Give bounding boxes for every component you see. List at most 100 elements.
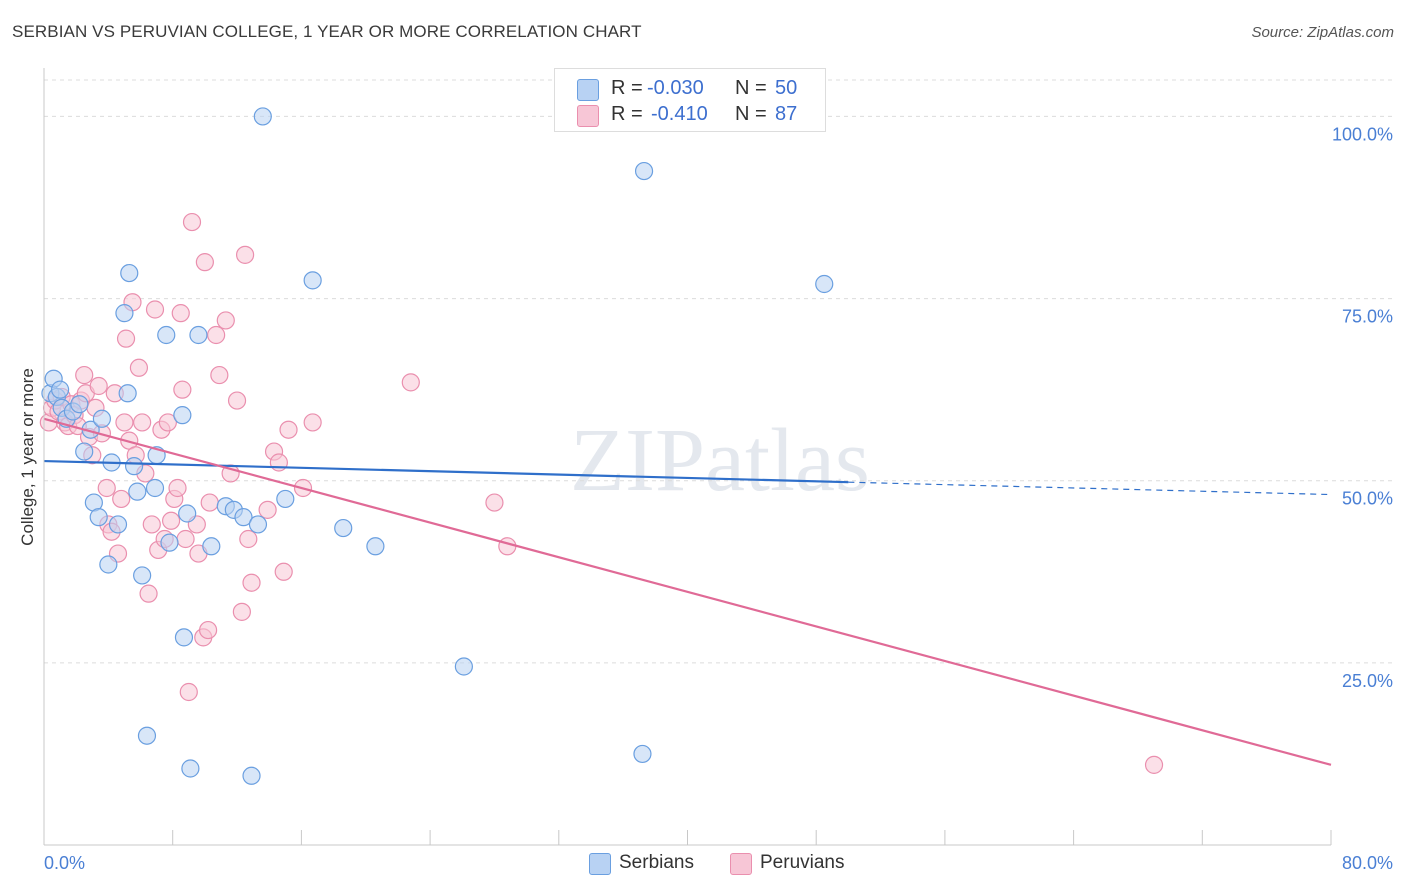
serbian-point xyxy=(242,766,261,785)
serbian-trend-line xyxy=(43,459,849,484)
serbian-point xyxy=(276,489,295,509)
chart-title: SERBIAN VS PERUVIAN COLLEGE, 1 YEAR OR M… xyxy=(12,22,642,41)
n-value: 50 xyxy=(775,77,798,99)
y-tick-label: 100.0% xyxy=(1332,124,1393,144)
source-label: Source: ZipAtlas.com xyxy=(1251,24,1394,41)
peruvian-point xyxy=(176,529,195,549)
peruvian-point xyxy=(173,380,192,399)
serbian-point xyxy=(634,161,654,181)
serbian-point xyxy=(189,325,208,345)
peruvian-point xyxy=(239,529,258,549)
legend-label-serbians: Serbians xyxy=(619,852,694,873)
peruvian-point xyxy=(401,373,420,392)
serbian-point xyxy=(248,515,268,534)
stats-legend-box: R = -0.030 N = 50 R = -0.410 N = 87 xyxy=(554,68,826,132)
peruvian-point xyxy=(274,562,293,581)
serbian-point xyxy=(120,263,139,283)
peruvian-point xyxy=(242,573,261,592)
peruvian-point xyxy=(195,253,214,272)
peruvian-point xyxy=(129,358,149,377)
peruvian-point xyxy=(112,489,131,509)
serbian-point xyxy=(75,442,94,461)
peruvian-trend-line xyxy=(43,417,1332,766)
serbians-swatch xyxy=(577,79,599,101)
y-tick-label: 75.0% xyxy=(1342,307,1393,327)
serbian-point xyxy=(145,478,165,498)
serbian-point xyxy=(137,726,157,745)
peruvian-point xyxy=(89,376,108,396)
serbian-point xyxy=(70,395,89,414)
r-label: R = xyxy=(611,77,643,99)
serbian-point xyxy=(234,508,253,527)
serbian-point xyxy=(118,384,137,403)
peruvian-point xyxy=(279,420,298,439)
serbian-point xyxy=(181,759,200,778)
serbian-point xyxy=(253,107,272,126)
serbian-point xyxy=(133,566,152,585)
serbian-point xyxy=(108,515,128,534)
peruvian-point xyxy=(158,413,177,432)
peruvian-point xyxy=(182,212,202,232)
peruvian-point xyxy=(227,391,247,410)
peruvian-point xyxy=(142,515,161,534)
y-tick-label: 25.0% xyxy=(1342,671,1393,691)
y-tick-label: 50.0% xyxy=(1342,489,1393,509)
serbian-point xyxy=(633,744,652,764)
serbian-point xyxy=(157,325,176,345)
n-label: N = xyxy=(735,103,767,125)
serbian-point xyxy=(178,504,197,523)
peruvian-point xyxy=(1144,755,1164,774)
serbian-point xyxy=(115,304,134,323)
peruvian-point xyxy=(210,365,229,385)
serbian-point xyxy=(128,482,147,501)
serbian-point xyxy=(92,409,112,428)
peruvian-point xyxy=(133,413,152,432)
peruvian-point xyxy=(75,365,94,385)
r-label: R = xyxy=(611,103,643,125)
serbian-point xyxy=(334,518,353,538)
serbian-point xyxy=(454,657,473,676)
peruvian-point xyxy=(200,493,219,512)
peruvian-point xyxy=(235,245,255,264)
peruvian-point xyxy=(179,682,198,702)
serbian-point xyxy=(99,555,118,574)
serbian-point xyxy=(160,533,179,552)
serbian-point xyxy=(50,380,70,399)
peruvian-point xyxy=(116,329,136,348)
serbians-legend-swatch xyxy=(589,853,611,875)
r-value: -0.030 xyxy=(647,77,704,99)
peruvian-point xyxy=(161,511,181,530)
r-value: -0.410 xyxy=(651,103,708,125)
serbian-trend-extension xyxy=(848,481,1332,496)
peruvian-point xyxy=(216,311,235,330)
serbian-point xyxy=(815,274,834,294)
peruvian-point xyxy=(198,620,218,640)
serbian-point xyxy=(124,457,144,476)
legend-label-peruvians: Peruvians xyxy=(760,852,845,873)
peruvian-point xyxy=(145,300,165,319)
serbian-point xyxy=(202,537,221,556)
peruvian-point xyxy=(485,493,504,512)
peruvian-point xyxy=(139,584,158,603)
peruvian-point xyxy=(258,500,277,519)
serbian-point xyxy=(366,537,385,556)
x-tick-label: 80.0% xyxy=(1342,853,1393,873)
x-tick-label: 0.0% xyxy=(44,853,85,873)
peruvian-point xyxy=(171,304,190,323)
y-axis-label: College, 1 year or more xyxy=(18,368,37,546)
peruvians-legend-swatch xyxy=(730,853,752,875)
serbian-point xyxy=(174,628,194,647)
peruvian-point xyxy=(168,478,187,498)
n-value: 87 xyxy=(775,103,798,125)
watermark: ZIPatlas xyxy=(570,411,870,510)
serbian-point xyxy=(89,508,108,527)
peruvian-point xyxy=(97,478,116,498)
n-label: N = xyxy=(735,77,767,99)
peruvian-point xyxy=(303,413,322,432)
serbian-point xyxy=(303,271,322,290)
serbian-point xyxy=(173,406,192,425)
peruvian-point xyxy=(232,602,251,621)
peruvian-point xyxy=(115,413,134,432)
peruvian-point xyxy=(207,325,226,345)
